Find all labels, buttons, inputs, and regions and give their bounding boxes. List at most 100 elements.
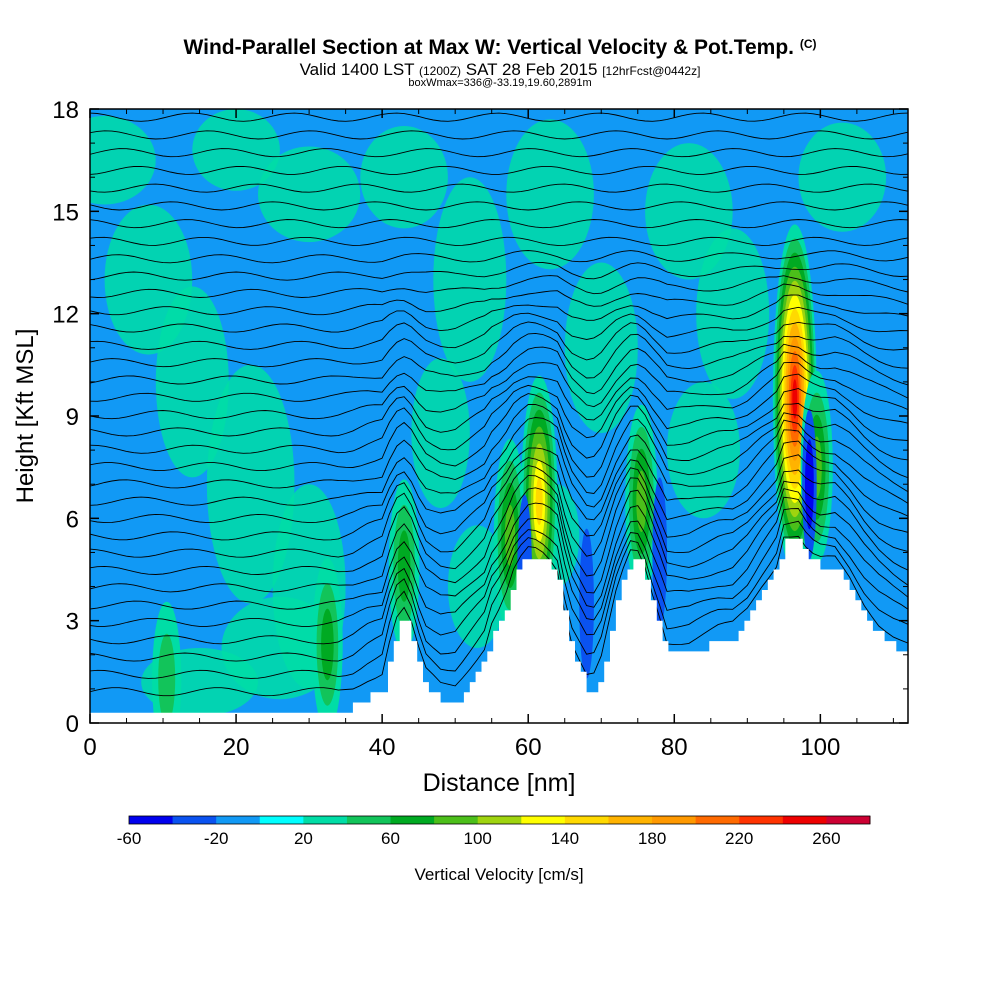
terrain (90, 538, 908, 723)
x-tick-label: 80 (661, 734, 688, 761)
box-wmax-info: boxWmax=336@-33.19,19.60,2891m (408, 77, 592, 89)
updraft-layer (152, 224, 833, 723)
near-zero-band (506, 119, 594, 270)
theta-contour (90, 262, 908, 281)
terrain-layer (90, 538, 908, 723)
y-axis-label: Height [Kft MSL] (12, 329, 39, 504)
colorbar-swatch (172, 816, 217, 824)
theta-contour (90, 332, 908, 385)
y-tick-label: 15 (52, 199, 79, 226)
near-zero-band (411, 358, 470, 509)
theta-contour (90, 361, 908, 437)
forecast-info: [12hrFcst@0442z] (602, 64, 701, 78)
theta-contour (90, 283, 908, 316)
colorbar-swatch (129, 816, 174, 824)
colorbar-tick-label: 100 (464, 829, 492, 848)
updraft-level (158, 633, 176, 723)
downdraft (652, 477, 667, 628)
theta-contour (90, 236, 908, 246)
updraft (152, 601, 182, 723)
plot-area (90, 109, 908, 723)
near-zero-band (206, 364, 295, 604)
y-tick-label: 0 (66, 711, 79, 738)
theta-contour (90, 351, 908, 420)
colorbar: -60 -20 20 60 100 140 180 220 260 (117, 815, 871, 848)
x-tick-label: 20 (223, 734, 250, 761)
colorbar-tick-label: 220 (725, 829, 753, 848)
colorbar-swatch (564, 816, 609, 824)
theta-contour (90, 294, 908, 333)
theta-contours (90, 112, 908, 697)
colorbar-swatch (739, 816, 784, 824)
theta-contour (90, 440, 908, 558)
colorbar-swatch (434, 816, 479, 824)
theta-contour (90, 520, 908, 679)
theta-contour (90, 388, 908, 472)
colorbar-swatch (390, 816, 435, 824)
colorbar-tick-label: 20 (294, 829, 313, 848)
x-tick-label: 0 (83, 734, 96, 761)
valid-time-utc: (1200Z) (419, 64, 462, 78)
colorbar-tick-label: -60 (117, 829, 142, 848)
theta-contour (90, 112, 908, 122)
updraft (772, 224, 817, 574)
updraft-level (792, 379, 798, 419)
y-tick-label: 6 (66, 506, 79, 533)
theta-contour (90, 508, 908, 662)
x-tick-label: 60 (515, 734, 542, 761)
updraft-level (636, 470, 647, 532)
colorbar-tick-label: 60 (381, 829, 400, 848)
near-zero-band (360, 126, 448, 229)
theta-contour (90, 148, 908, 158)
theta-contour (90, 412, 908, 506)
updraft-level (397, 530, 411, 602)
updraft-level (321, 608, 334, 681)
colorbar-label: Vertical Velocity [cm/s] (414, 865, 583, 884)
theta-contour (90, 201, 908, 211)
theta-contour (90, 429, 908, 541)
colorbar-swatch (608, 816, 653, 824)
theta-contour (90, 343, 908, 402)
y-tick-label: 12 (52, 302, 79, 329)
theta-contour (90, 454, 908, 575)
theta-contour (90, 419, 908, 524)
colorbar-swatch (652, 816, 697, 824)
near-zero-band (90, 115, 156, 205)
near-zero-band (564, 262, 638, 434)
copyright-mark: (C) (799, 37, 817, 51)
valid-time-local: Valid 1400 LST (299, 60, 415, 79)
chart-title: Wind-Parallel Section at Max W: Vertical… (0, 36, 1000, 60)
theta-contour (90, 488, 908, 627)
colorbar-tick-label: 260 (812, 829, 840, 848)
near-zero-band (696, 228, 770, 399)
near-zero-band (258, 146, 361, 243)
theta-contour (90, 402, 908, 489)
theta-contour (90, 183, 908, 193)
theta-contour (90, 496, 908, 645)
x-tick-label: 100 (800, 734, 840, 761)
colorbar-swatch (477, 816, 522, 824)
near-zero-band (447, 525, 507, 648)
theta-contour (90, 480, 908, 610)
x-axis-label: Distance [nm] (423, 769, 576, 797)
colorbar-swatch (303, 816, 348, 824)
colorbar-swatch (521, 816, 566, 824)
colorbar-swatch (216, 816, 261, 824)
theta-contour (90, 306, 908, 350)
theta-contour (90, 250, 908, 264)
near-zero-band (667, 381, 740, 519)
theta-contour (90, 373, 908, 454)
theta-contour (90, 219, 908, 229)
valid-date: SAT 28 Feb 2015 (465, 60, 598, 79)
near-zero-band (155, 286, 229, 478)
axes: 0 20 40 60 80 100 0 3 6 9 12 15 18 (52, 97, 908, 761)
chart-subtitle: Valid 1400 LST (1200Z) SAT 28 Feb 2015 [… (0, 60, 1000, 80)
colorbar-frame (128, 815, 871, 825)
title-text: Wind-Parallel Section at Max W: Vertical… (183, 36, 794, 59)
colorbar-swatch (782, 816, 827, 824)
colorbar-tick-label: 140 (551, 829, 579, 848)
y-tick-label: 18 (52, 97, 79, 124)
y-tick-label: 3 (66, 609, 79, 636)
colorbar-tick-label: 180 (638, 829, 666, 848)
